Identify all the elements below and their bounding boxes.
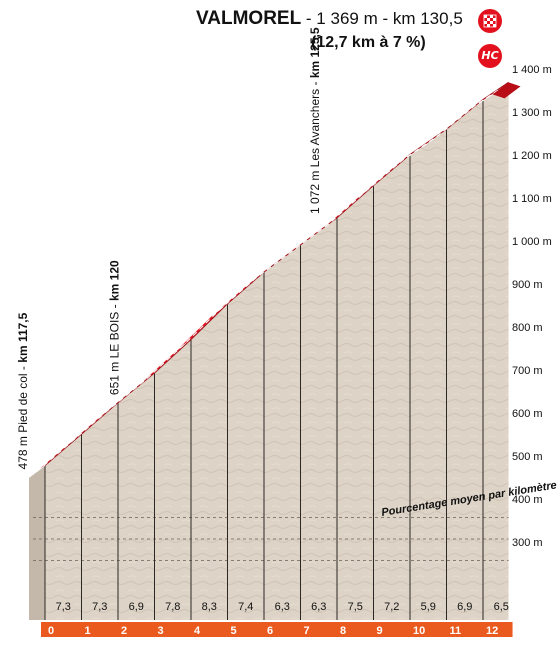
checkered-flag-icon (478, 9, 502, 33)
altitude-tick-label: 800 m (512, 322, 543, 334)
category-badge: HC (478, 44, 502, 68)
climb-name: VALMOREL (196, 8, 302, 29)
km-axis-bar (41, 622, 513, 637)
km-tick-label: 3 (158, 625, 164, 637)
climb-stats: (12,7 km à 7 %) (311, 34, 426, 51)
altitude-tick-label: 500 m (512, 451, 543, 463)
waypoint-annotation: 651 m LE BOIS - km 120 (107, 260, 121, 395)
km-tick-label: 5 (231, 625, 237, 637)
altitude-tick-label: 700 m (512, 365, 543, 377)
km-tick-label: 0 (48, 625, 54, 637)
km-gradient-label: 6,9 (457, 601, 472, 613)
km-tick-label: 4 (194, 625, 201, 637)
km-tick-label: 11 (450, 625, 462, 637)
altitude-tick-label: 300 m (512, 537, 543, 549)
km-gradient-label: 6,3 (275, 601, 290, 613)
km-gradient-label: 7,2 (384, 601, 399, 613)
km-tick-label: 9 (377, 625, 383, 637)
km-gradient-label: 6,9 (129, 601, 144, 613)
altitude-tick-label: 1 100 m (512, 193, 552, 205)
altitude-tick-label: 400 m (512, 494, 543, 506)
km-gradient-label: 7,8 (165, 601, 180, 613)
terrain-side-face (29, 465, 45, 620)
km-gradient-label: 5,9 (421, 601, 436, 613)
km-tick-label: 6 (267, 625, 273, 637)
km-tick-label: 1 (85, 625, 91, 637)
km-tick-label: 7 (304, 625, 310, 637)
terrain-area (45, 82, 509, 620)
km-gradient-label: 6,3 (311, 601, 326, 613)
altitude-tick-label: 1 400 m (512, 64, 552, 76)
altitude-tick-label: 600 m (512, 408, 543, 420)
road-end-cap (492, 82, 521, 99)
summit-info: - 1 369 m - km 130,5 (301, 9, 463, 28)
km-gradient-label: 7,3 (56, 601, 71, 613)
road-centre-line (36, 87, 501, 472)
altitude-tick-label: 1 000 m (512, 236, 552, 248)
km-gradient-label: 6,5 (494, 601, 509, 613)
km-gradient-label: 7,5 (348, 601, 363, 613)
km-gradient-label: 8,3 (202, 601, 217, 613)
waypoint-annotation: 1 072 m Les Avanchers - km 125,5 (308, 27, 322, 214)
waypoint-annotation: 478 m Pied de col - km 117,5 (16, 312, 30, 469)
km-tick-label: 8 (340, 625, 346, 637)
km-gradient-label: 7,4 (238, 601, 253, 613)
km-tick-label: 10 (413, 625, 425, 637)
km-tick-label: 2 (121, 625, 127, 637)
altitude-tick-label: 1 200 m (512, 150, 552, 162)
altitude-tick-label: 900 m (512, 279, 543, 291)
climb-title: VALMOREL - 1 369 m - km 130,5 (196, 8, 463, 30)
altitude-tick-label: 1 300 m (512, 107, 552, 119)
km-tick-label: 12 (486, 625, 498, 637)
km-gradient-label: 7,3 (92, 601, 107, 613)
